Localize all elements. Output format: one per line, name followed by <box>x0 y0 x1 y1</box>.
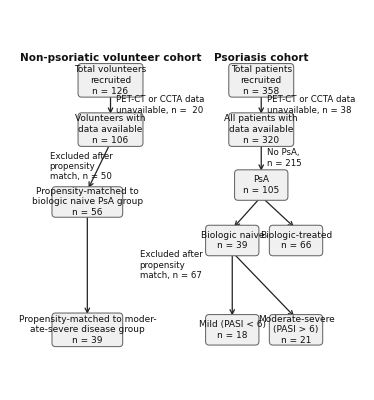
FancyBboxPatch shape <box>229 64 294 97</box>
Text: Moderate-severe
(PASI > 6)
n = 21: Moderate-severe (PASI > 6) n = 21 <box>258 314 334 345</box>
FancyBboxPatch shape <box>229 113 294 146</box>
Text: Biologic naive
n = 39: Biologic naive n = 39 <box>200 231 264 250</box>
Text: Non-psoriatic volunteer cohort: Non-psoriatic volunteer cohort <box>20 53 201 63</box>
FancyBboxPatch shape <box>78 113 143 146</box>
FancyBboxPatch shape <box>78 64 143 97</box>
Text: Total patients
recruited
n = 358: Total patients recruited n = 358 <box>231 65 292 96</box>
FancyBboxPatch shape <box>52 187 123 217</box>
Text: Propensity-matched to moder-
ate-severe disease group
n = 39: Propensity-matched to moder- ate-severe … <box>19 314 156 345</box>
Text: Biologic-treated
n = 66: Biologic-treated n = 66 <box>260 231 332 250</box>
Text: Excluded after
propensity
match, n = 67: Excluded after propensity match, n = 67 <box>140 250 202 280</box>
Text: Total volunteers
recruited
n = 126: Total volunteers recruited n = 126 <box>74 65 147 96</box>
Text: Excluded after
propensity
match, n = 50: Excluded after propensity match, n = 50 <box>50 152 113 182</box>
FancyBboxPatch shape <box>269 314 323 345</box>
Text: PET-CT or CCTA data
unavailable, n =  20: PET-CT or CCTA data unavailable, n = 20 <box>116 95 205 115</box>
FancyBboxPatch shape <box>234 170 288 200</box>
Text: PsA
n = 105: PsA n = 105 <box>243 175 279 195</box>
Text: PET-CT or CCTA data
unavailable, n = 38: PET-CT or CCTA data unavailable, n = 38 <box>267 95 355 115</box>
FancyBboxPatch shape <box>52 313 123 347</box>
Text: Propensity-matched to
biologic naive PsA group
n = 56: Propensity-matched to biologic naive PsA… <box>32 187 143 217</box>
Text: Mild (PASI < 6)
n = 18: Mild (PASI < 6) n = 18 <box>199 320 266 340</box>
FancyBboxPatch shape <box>206 225 259 256</box>
Text: Psoriasis cohort: Psoriasis cohort <box>214 53 309 63</box>
Text: No PsA,
n = 215: No PsA, n = 215 <box>267 148 302 168</box>
Text: All patients with
data available
n = 320: All patients with data available n = 320 <box>224 114 298 145</box>
FancyBboxPatch shape <box>206 314 259 345</box>
FancyBboxPatch shape <box>269 225 323 256</box>
Text: Volunteers with
data available
n = 106: Volunteers with data available n = 106 <box>75 114 146 145</box>
